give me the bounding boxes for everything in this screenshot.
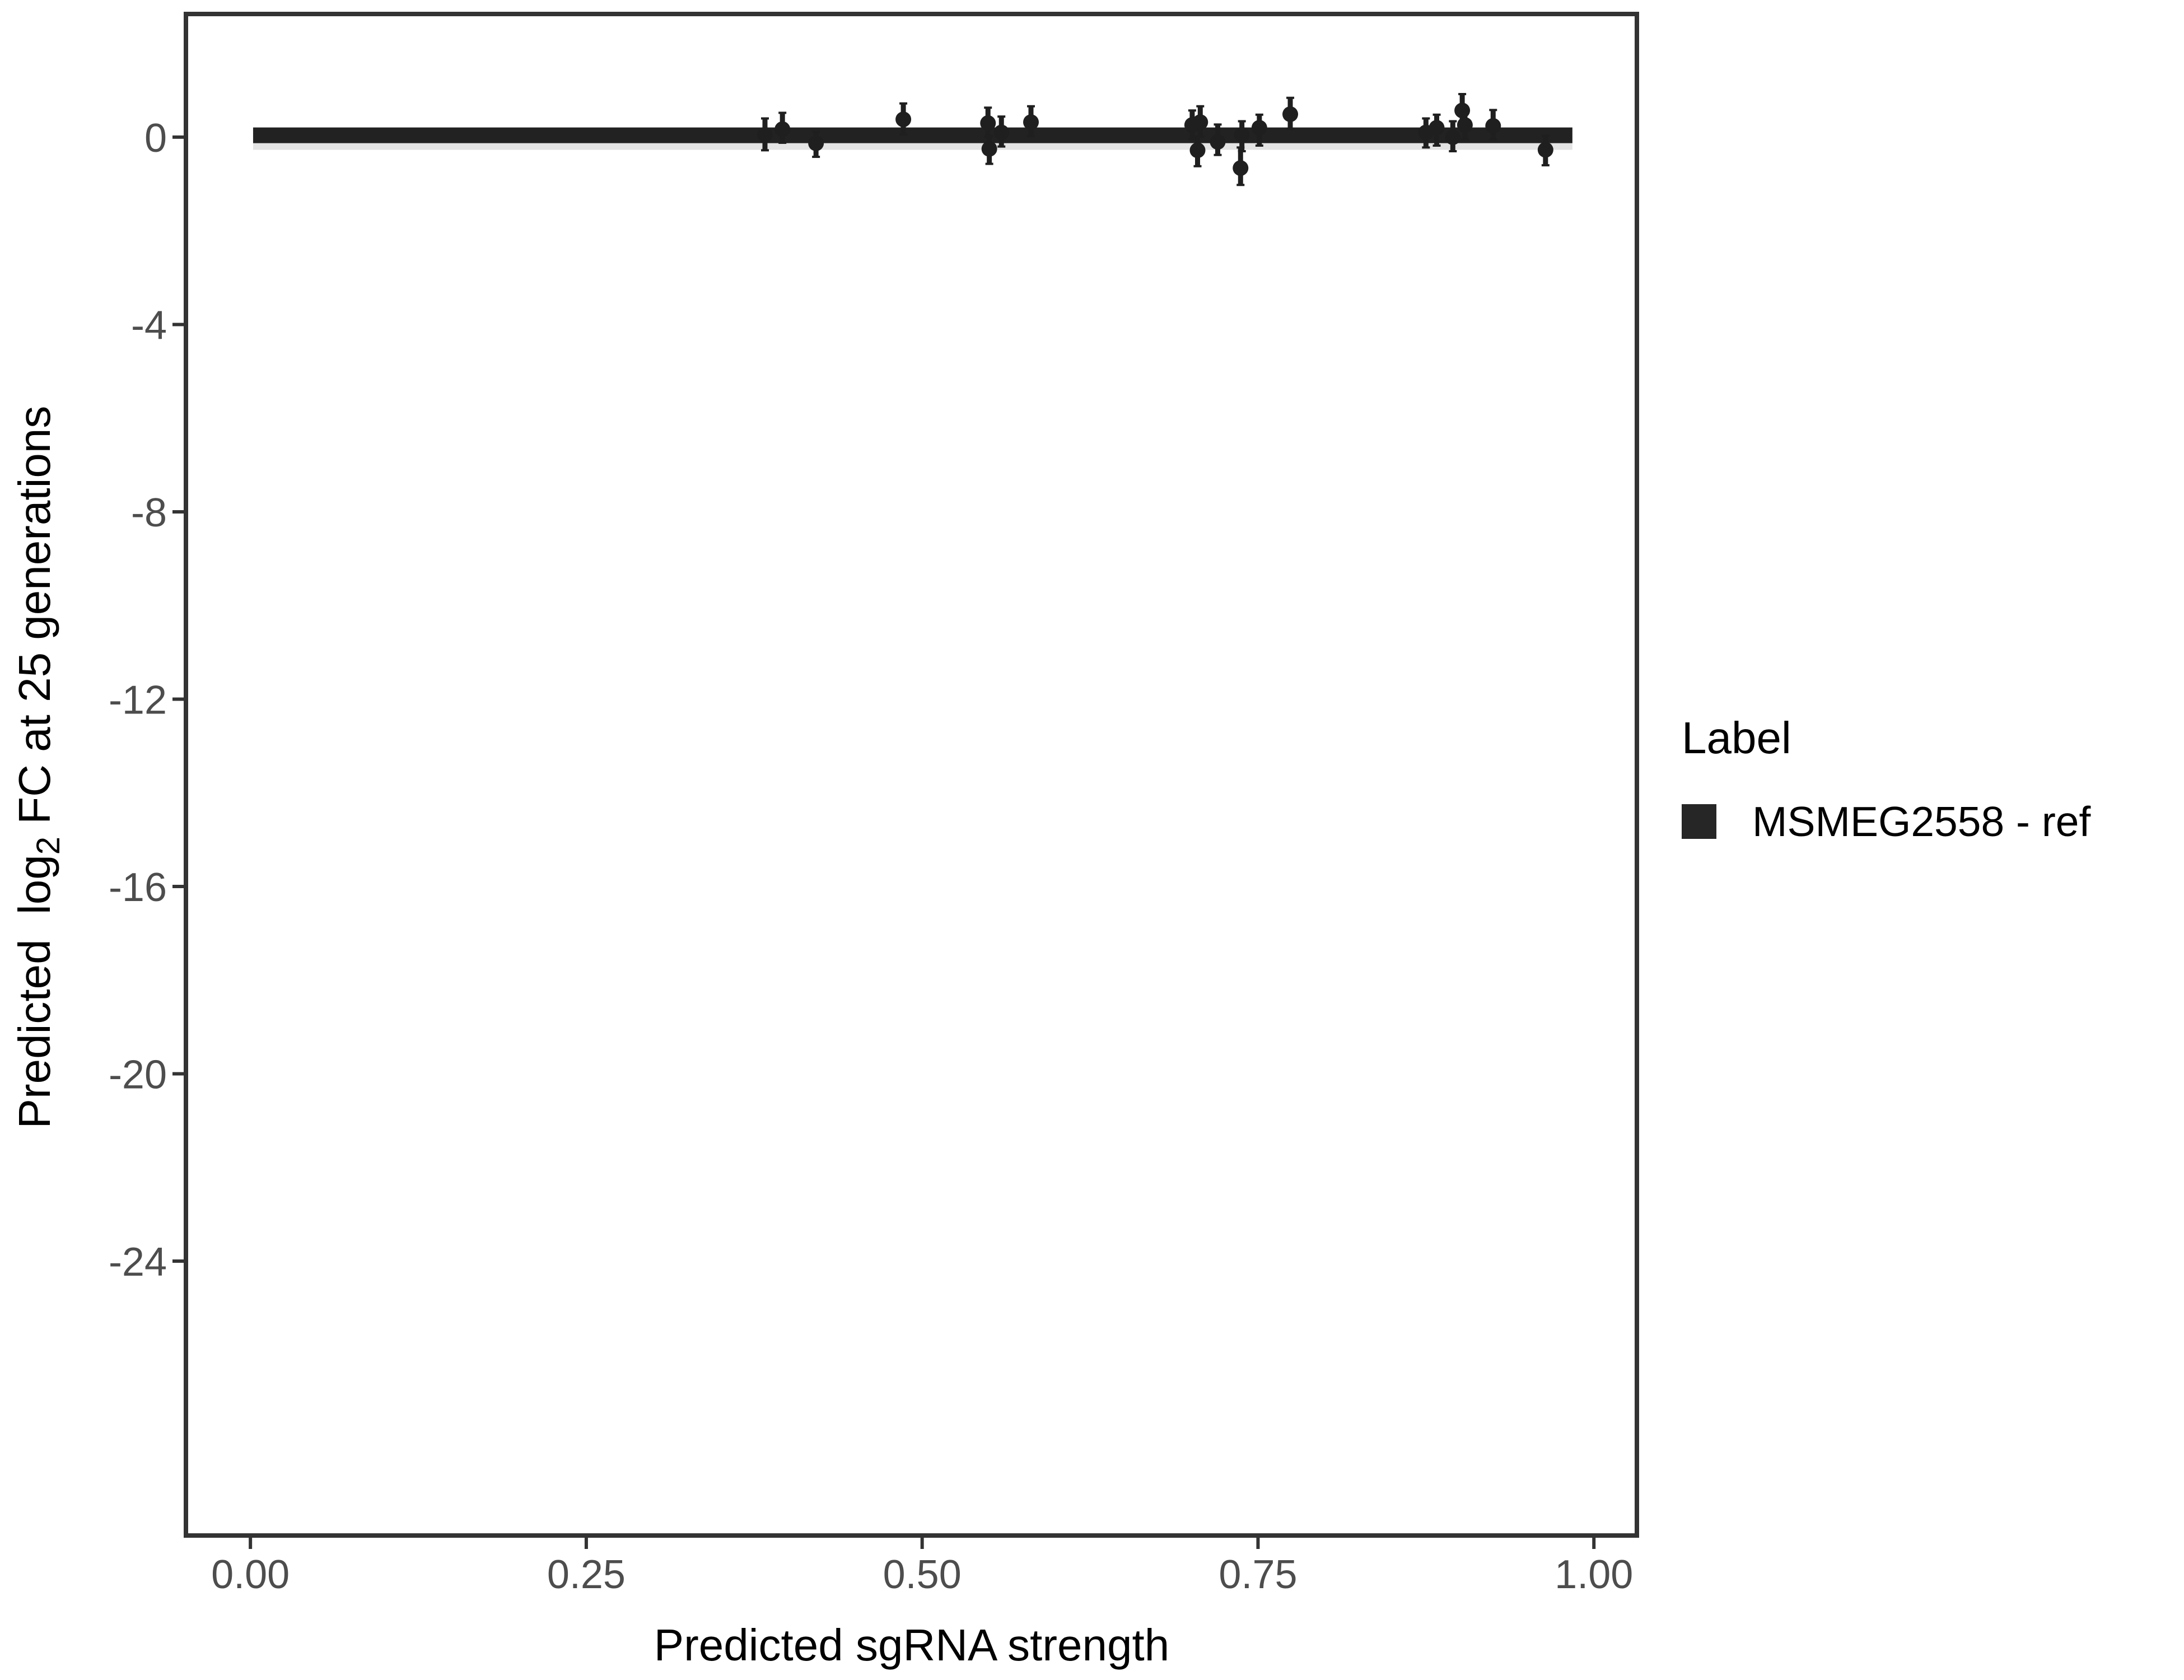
x-tick-label: 0.25 [547, 1552, 626, 1597]
data-point [1485, 118, 1501, 134]
data-point [808, 135, 824, 151]
x-tick-label: 1.00 [1555, 1552, 1633, 1597]
data-point [1445, 129, 1461, 145]
y-axis-title-suffix: FC at 25 generations [10, 405, 59, 837]
y-axis-title: Predicted log2 FC at 25 generations [9, 406, 67, 1129]
data-point [1233, 160, 1249, 176]
data-point [774, 121, 791, 137]
x-tick-label: 0.50 [883, 1552, 962, 1597]
data-point [1023, 114, 1039, 130]
y-tick-label: -8 [131, 491, 167, 535]
legend-entry: MSMEG2558 - ref [1682, 797, 2090, 846]
data-point [1457, 117, 1473, 133]
y-tick-label: -16 [109, 865, 167, 910]
data-point [1234, 127, 1250, 143]
legend: Label MSMEG2558 - ref [1682, 712, 2090, 845]
x-axis-title: Predicted sgRNA strength [654, 1620, 1170, 1670]
y-axis-title-subscript: 2 [30, 836, 67, 855]
y-tick-label: -24 [109, 1240, 167, 1285]
y-axis-title-prefix: Predicted log [10, 855, 59, 1129]
legend-key-square-icon [1682, 804, 1716, 839]
data-point [1192, 114, 1208, 130]
data-point [1210, 134, 1226, 150]
data-point [993, 124, 1010, 141]
y-tick-label: 0 [144, 116, 167, 161]
x-tick-label: 0.00 [211, 1552, 290, 1597]
data-point [757, 127, 773, 143]
y-tick-label: -12 [109, 678, 167, 722]
data-point [1282, 106, 1299, 122]
y-tick-label: -20 [109, 1052, 167, 1097]
x-tick-label: 0.75 [1219, 1552, 1297, 1597]
data-point [1251, 120, 1267, 136]
legend-title: Label [1682, 713, 1791, 763]
panel-border [184, 12, 1639, 1538]
y-tick-label: -4 [131, 303, 167, 348]
data-point [1189, 142, 1206, 158]
data-point [980, 115, 996, 131]
legend-entry-label: MSMEG2558 - ref [1752, 798, 2091, 845]
data-point [1537, 142, 1553, 158]
data-point [981, 141, 997, 157]
data-point [1429, 120, 1445, 136]
data-point [895, 111, 912, 128]
